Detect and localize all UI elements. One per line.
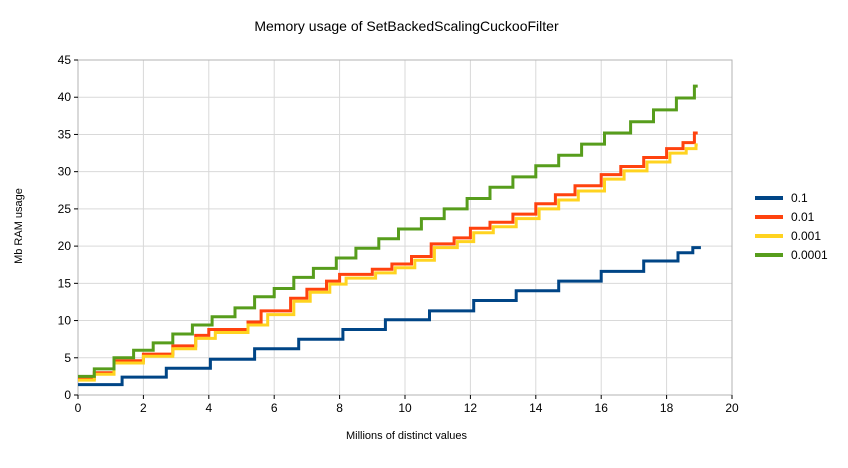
y-axis-title: Mb RAM usage: [13, 188, 25, 264]
y-tick-label: 30: [58, 165, 72, 179]
x-tick-label: 6: [271, 401, 278, 415]
chart-plot-area: 0 2 4 6 8 10 12 14 16 18 20 0 5 10 15 20 25 30 35 40 45: [58, 53, 739, 415]
legend-label: 0.01: [791, 209, 815, 224]
legend-swatch: [755, 195, 783, 200]
legend-item: 0.1: [755, 188, 828, 207]
x-tick-label: 10: [398, 401, 412, 415]
chart-title: Memory usage of SetBackedScalingCuckooFi…: [254, 18, 559, 34]
y-tick-label: 40: [58, 90, 72, 104]
legend-item: 0.01: [755, 207, 828, 226]
x-tick-label: 12: [464, 401, 478, 415]
x-tick-label: 14: [529, 401, 543, 415]
gridlines: [78, 60, 732, 395]
y-tick-label: 25: [58, 202, 72, 216]
y-tick-label: 45: [58, 53, 72, 67]
legend-item: 0.001: [755, 226, 828, 245]
legend-item: 0.0001: [755, 245, 828, 264]
y-tick-label: 0: [64, 388, 71, 402]
x-axis-title: Millions of distinct values: [345, 430, 468, 442]
series-line-0.0001: [78, 84, 698, 378]
series-line-0.001: [78, 143, 698, 382]
x-tick-label: 4: [205, 401, 212, 415]
legend-label: 0.001: [791, 228, 822, 243]
legend-swatch: [755, 233, 783, 238]
y-tick-label: 20: [58, 239, 72, 253]
chart-legend: 0.1 0.01 0.001 0.0001: [755, 188, 828, 264]
axis-ticks: 0 2 4 6 8 10 12 14 16 18 20 0 5 10 15 20 25 30 35 40 45: [58, 53, 739, 415]
y-tick-label: 35: [58, 127, 72, 141]
y-tick-label: 10: [58, 314, 72, 328]
series-line-0.1: [78, 246, 701, 387]
x-tick-label: 2: [140, 401, 147, 415]
legend-swatch: [755, 214, 783, 219]
x-tick-label: 16: [595, 401, 609, 415]
legend-label: 0.1: [791, 190, 808, 205]
y-tick-label: 15: [58, 276, 72, 290]
x-tick-label: 0: [75, 401, 82, 415]
x-tick-label: 20: [725, 401, 739, 415]
x-tick-label: 18: [660, 401, 674, 415]
legend-swatch: [755, 252, 783, 257]
x-tick-label: 8: [336, 401, 343, 415]
legend-label: 0.0001: [791, 247, 828, 262]
y-tick-label: 5: [64, 351, 71, 365]
